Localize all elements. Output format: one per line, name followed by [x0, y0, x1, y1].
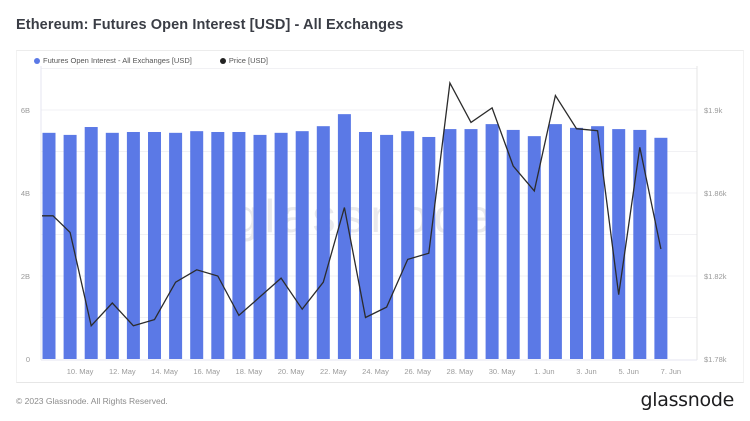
bar[interactable] — [169, 132, 183, 359]
bar[interactable] — [359, 131, 372, 359]
x-tick-label: 3. Jun — [576, 367, 596, 376]
legend-item-open-interest[interactable]: Futures Open Interest - All Exchanges [U… — [34, 56, 192, 65]
y-left-tick-label: 0 — [26, 355, 30, 364]
x-tick-label: 20. May — [278, 367, 305, 376]
y-left-tick-label: 2B — [21, 272, 30, 281]
bar[interactable] — [464, 129, 478, 359]
bar[interactable] — [190, 131, 204, 359]
x-tick-label: 10. May — [67, 367, 94, 376]
copyright-text: © 2023 Glassnode. All Rights Reserved. — [16, 396, 168, 406]
bar[interactable] — [232, 131, 246, 359]
x-tick-label: 16. May — [193, 367, 220, 376]
bar[interactable] — [633, 129, 647, 359]
x-tick-label: 18. May — [236, 367, 263, 376]
x-tick-label: 28. May — [447, 367, 474, 376]
chart-frame — [16, 50, 744, 383]
x-tick-label: 24. May — [362, 367, 389, 376]
x-tick-label: 1. Jun — [534, 367, 554, 376]
bar[interactable] — [42, 132, 56, 359]
x-tick-label: 26. May — [404, 367, 431, 376]
bar[interactable] — [337, 114, 351, 360]
chart-title: Ethereum: Futures Open Interest [USD] - … — [16, 17, 404, 33]
bar[interactable] — [148, 131, 161, 359]
line-series-price — [42, 80, 662, 328]
x-tick-label: 22. May — [320, 367, 347, 376]
y-axis-right: $1.78k $1.82k $1.86k $1.9k — [704, 106, 727, 364]
bar[interactable] — [63, 134, 77, 359]
chart-legend: Futures Open Interest - All Exchanges [U… — [34, 56, 268, 65]
y-right-tick-label: $1.9k — [704, 106, 723, 115]
x-tick-label: 14. May — [151, 367, 178, 376]
bar[interactable] — [612, 129, 626, 359]
y-left-tick-label: 4B — [21, 189, 30, 198]
legend-dot-icon — [219, 57, 226, 64]
y-right-tick-label: $1.86k — [704, 189, 727, 198]
bar[interactable] — [126, 131, 140, 359]
legend-label: Price [USD] — [228, 56, 269, 65]
y-right-tick-label: $1.78k — [704, 355, 727, 364]
x-tick-label: 5. Jun — [618, 367, 638, 376]
y-right-tick-label: $1.82k — [704, 272, 727, 281]
bar[interactable] — [443, 129, 457, 359]
bar[interactable] — [548, 124, 562, 359]
bar-series-open-interest — [42, 114, 668, 360]
bar[interactable] — [401, 131, 415, 359]
y-left-tick-label: 6B — [21, 106, 30, 115]
bar[interactable] — [527, 136, 541, 359]
x-axis: 10. May 12. May 14. May 16. May 18. May 20. M… — [67, 367, 681, 376]
brand-logo: glassnode — [640, 389, 735, 411]
bar[interactable] — [105, 132, 119, 359]
y-axis-left: 0 2B 4B 6B — [21, 106, 30, 364]
bar[interactable] — [485, 124, 499, 359]
bar[interactable] — [274, 132, 288, 359]
bar[interactable] — [506, 129, 520, 359]
x-tick-label: 30. May — [489, 367, 516, 376]
bar[interactable] — [211, 131, 225, 359]
legend-dot-icon — [34, 57, 40, 64]
legend-item-price[interactable]: Price [USD] — [219, 56, 269, 65]
bar[interactable] — [253, 134, 267, 359]
bar[interactable] — [295, 131, 309, 359]
bar[interactable] — [591, 126, 605, 359]
x-tick-label: 12. May — [109, 367, 136, 376]
legend-label: Futures Open Interest - All Exchanges [U… — [43, 56, 192, 65]
x-tick-label: 7. Jun — [661, 367, 681, 376]
bar[interactable] — [84, 127, 98, 359]
bar[interactable] — [570, 127, 583, 359]
bar[interactable] — [316, 126, 330, 359]
bar[interactable] — [380, 134, 394, 359]
